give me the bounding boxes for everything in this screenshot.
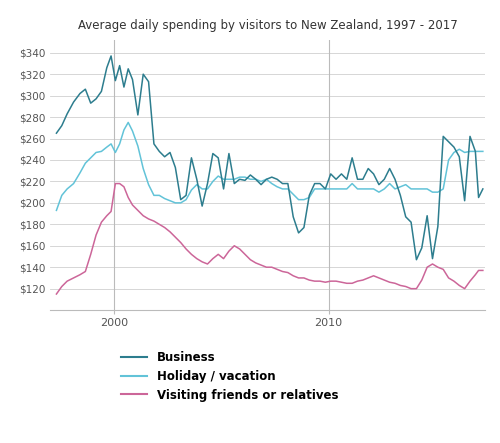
Visiting friends or relatives (258, 262, 264, 268)
Business (480, 186, 486, 191)
Business (178, 197, 184, 202)
Visiting friends or relatives (178, 240, 184, 245)
Title: Average daily spending by visitors to New Zealand, 1997 - 2017: Average daily spending by visitors to Ne… (78, 19, 458, 32)
Visiting friends or relatives (392, 280, 398, 286)
Holiday / vacation (172, 200, 178, 206)
Holiday / vacation (54, 208, 60, 213)
Visiting friends or relatives (480, 268, 486, 273)
Visiting friends or relatives (112, 181, 118, 186)
Visiting friends or relatives (402, 284, 408, 289)
Visiting friends or relatives (172, 234, 178, 240)
Line: Visiting friends or relatives: Visiting friends or relatives (56, 183, 483, 294)
Holiday / vacation (392, 186, 398, 191)
Business (108, 53, 114, 58)
Visiting friends or relatives (156, 222, 162, 227)
Business (392, 177, 398, 182)
Holiday / vacation (402, 182, 408, 187)
Business (414, 257, 420, 262)
Holiday / vacation (156, 193, 162, 198)
Business (172, 165, 178, 170)
Line: Business: Business (56, 56, 483, 260)
Business (54, 131, 60, 136)
Holiday / vacation (125, 120, 131, 125)
Holiday / vacation (178, 200, 184, 206)
Holiday / vacation (480, 149, 486, 154)
Business (156, 149, 162, 154)
Business (258, 182, 264, 187)
Line: Holiday / vacation: Holiday / vacation (56, 122, 483, 210)
Visiting friends or relatives (54, 291, 60, 297)
Holiday / vacation (258, 179, 264, 184)
Legend: Business, Holiday / vacation, Visiting friends or relatives: Business, Holiday / vacation, Visiting f… (121, 351, 338, 402)
Business (402, 214, 408, 219)
